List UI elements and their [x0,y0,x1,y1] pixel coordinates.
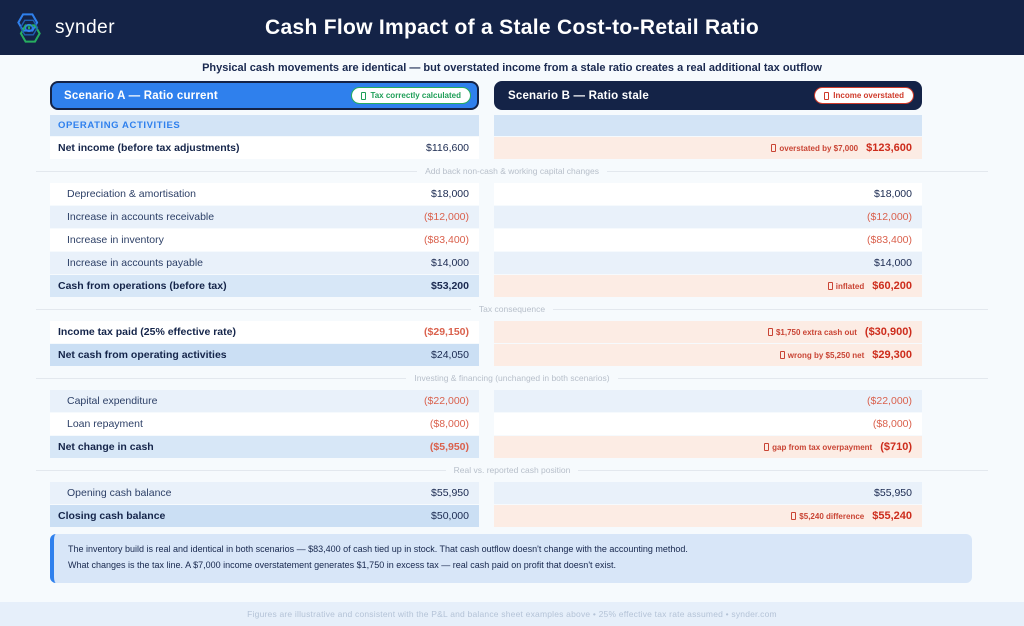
row-value-a: $55,950 [431,487,469,499]
subtitle: Physical cash movements are identical — … [202,62,822,74]
row-value-a: ($5,950) [429,441,469,453]
row-annotation: wrong by $5,250 net [779,351,864,360]
brand: synder [12,0,115,55]
row-value-b: ($30,900) [864,326,912,338]
row-label: Net cash from operating activities [58,349,227,361]
table-row: Closing cash balance $50,000 $5,240 diff… [50,505,922,527]
badge-box-icon [361,91,367,100]
row-value-b: $123,600 [866,142,912,154]
row-value-a: ($29,150) [424,326,469,338]
footer-text: Figures are illustrative and consistent … [247,609,777,619]
row-value-a: $24,050 [431,349,469,361]
scenario-b-title: Scenario B — Ratio stale [508,89,649,102]
row-label: Depreciation & amortisation [67,188,196,200]
section-divider: Add back non-cash & working capital chan… [36,166,989,176]
divider-label: Real vs. reported cash position [453,465,571,475]
row-value-a: $50,000 [431,510,469,522]
scenario-b-badge-label: Income overstated [833,91,904,100]
section-header-spacer [494,115,922,136]
table-row: Net change in cash ($5,950) gap from tax… [50,436,922,458]
row-value-a: $18,000 [431,188,469,200]
section-divider: Investing & financing (unchanged in both… [36,373,988,383]
synder-logo-icon [17,12,41,43]
divider-label: Tax consequence [478,304,546,314]
table-row: Increase in accounts payable $14,000 $14… [50,252,922,274]
row-label: Increase in accounts receivable [67,211,215,223]
table-row: Net cash from operating activities $24,0… [50,344,922,366]
row-annotation: $5,240 difference [791,512,864,521]
badge-box-icon [824,91,830,100]
table-row: Net income (before tax adjustments) $116… [50,137,922,159]
alert-box-icon [771,144,777,152]
row-label: Net income (before tax adjustments) [58,142,240,154]
row-value-b: $18,000 [874,188,912,200]
row-value-a: ($83,400) [424,234,469,246]
section-divider: Real vs. reported cash position [36,465,989,475]
divider-label: Add back non-cash & working capital chan… [425,166,599,176]
row-label: Cash from operations (before tax) [58,280,227,292]
row-value-b: $55,240 [872,510,912,522]
scenario-a-badge: Tax correctly calculated [351,87,471,104]
section-header: OPERATING ACTIVITIES [50,115,479,136]
scenario-b-badge: Income overstated [814,87,914,104]
row-annotation: overstated by $7,000 [771,144,858,153]
scenario-b-header: Scenario B — Ratio stale Income overstat… [494,81,922,110]
table-row: Depreciation & amortisation $18,000 $18,… [50,183,922,205]
row-label: Loan repayment [67,418,143,430]
row-value-b: ($710) [880,441,912,453]
alert-box-icon [827,282,833,290]
page-title: Cash Flow Impact of a Stale Cost-to-Reta… [265,15,759,39]
table-row: Capital expenditure ($22,000) ($22,000) [50,390,922,412]
alert-box-icon [764,443,770,451]
divider-label: Investing & financing (unchanged in both… [414,373,610,383]
row-value-b: $60,200 [872,280,912,292]
footer-bar: Figures are illustrative and consistent … [0,602,1024,626]
scenario-a-header: Scenario A — Ratio current Tax correctly… [50,81,479,110]
row-annotation: inflated [827,282,864,291]
table-row: Loan repayment ($8,000) ($8,000) [50,413,922,435]
section-divider: Tax consequence [36,304,989,314]
row-value-b: $55,950 [874,487,912,499]
row-value-a: $14,000 [431,257,469,269]
row-value-b: ($22,000) [867,395,912,407]
scenario-a-badge-label: Tax correctly calculated [370,91,461,100]
row-value-a: ($12,000) [424,211,469,223]
row-label: Income tax paid (25% effective rate) [58,326,236,338]
scenario-header-band: Scenario A — Ratio current Tax correctly… [50,81,922,110]
row-label: Increase in accounts payable [67,257,204,269]
row-value-b: $29,300 [872,349,912,361]
row-value-a: $116,600 [425,142,469,154]
table-row: Income tax paid (25% effective rate) ($2… [50,321,922,343]
section-band: OPERATING ACTIVITIES [50,115,922,136]
row-value-b: ($83,400) [867,234,912,246]
row-annotation: gap from tax overpayment [764,443,872,452]
row-label: Capital expenditure [67,395,158,407]
row-value-b: $14,000 [874,257,912,269]
table-row: Increase in inventory ($83,400) ($83,400… [50,229,922,251]
row-value-a: ($22,000) [424,395,469,407]
header-bar: synder Cash Flow Impact of a Stale Cost-… [0,0,1024,55]
alert-box-icon [791,512,797,520]
table-row: Cash from operations (before tax) $53,20… [50,275,922,297]
alert-box-icon [767,328,773,336]
alert-box-icon [779,351,785,359]
row-value-a: ($8,000) [429,418,469,430]
row-label: Increase in inventory [67,234,164,246]
row-label: Opening cash balance [67,487,172,499]
row-label: Net change in cash [58,441,154,453]
table-row: Opening cash balance $55,950 $55,950 [50,482,922,504]
section-header-label: OPERATING ACTIVITIES [58,120,181,131]
row-label: Closing cash balance [58,510,166,522]
row-value-a: $53,200 [431,280,469,292]
scenario-a-title: Scenario A — Ratio current [64,89,218,102]
row-value-b: ($8,000) [872,418,912,430]
row-annotation: $1,750 extra cash out [767,328,857,337]
callout-line-1: The inventory build is real and identica… [68,544,688,554]
row-value-b: ($12,000) [867,211,912,223]
brand-name: synder [55,16,116,38]
callout-line-2: What changes is the tax line. A $7,000 i… [68,559,617,570]
table-row: Increase in accounts receivable ($12,000… [50,206,922,228]
comparison-table: Scenario A — Ratio current Tax correctly… [36,81,989,527]
callout-note: The inventory build is real and identica… [50,534,972,583]
